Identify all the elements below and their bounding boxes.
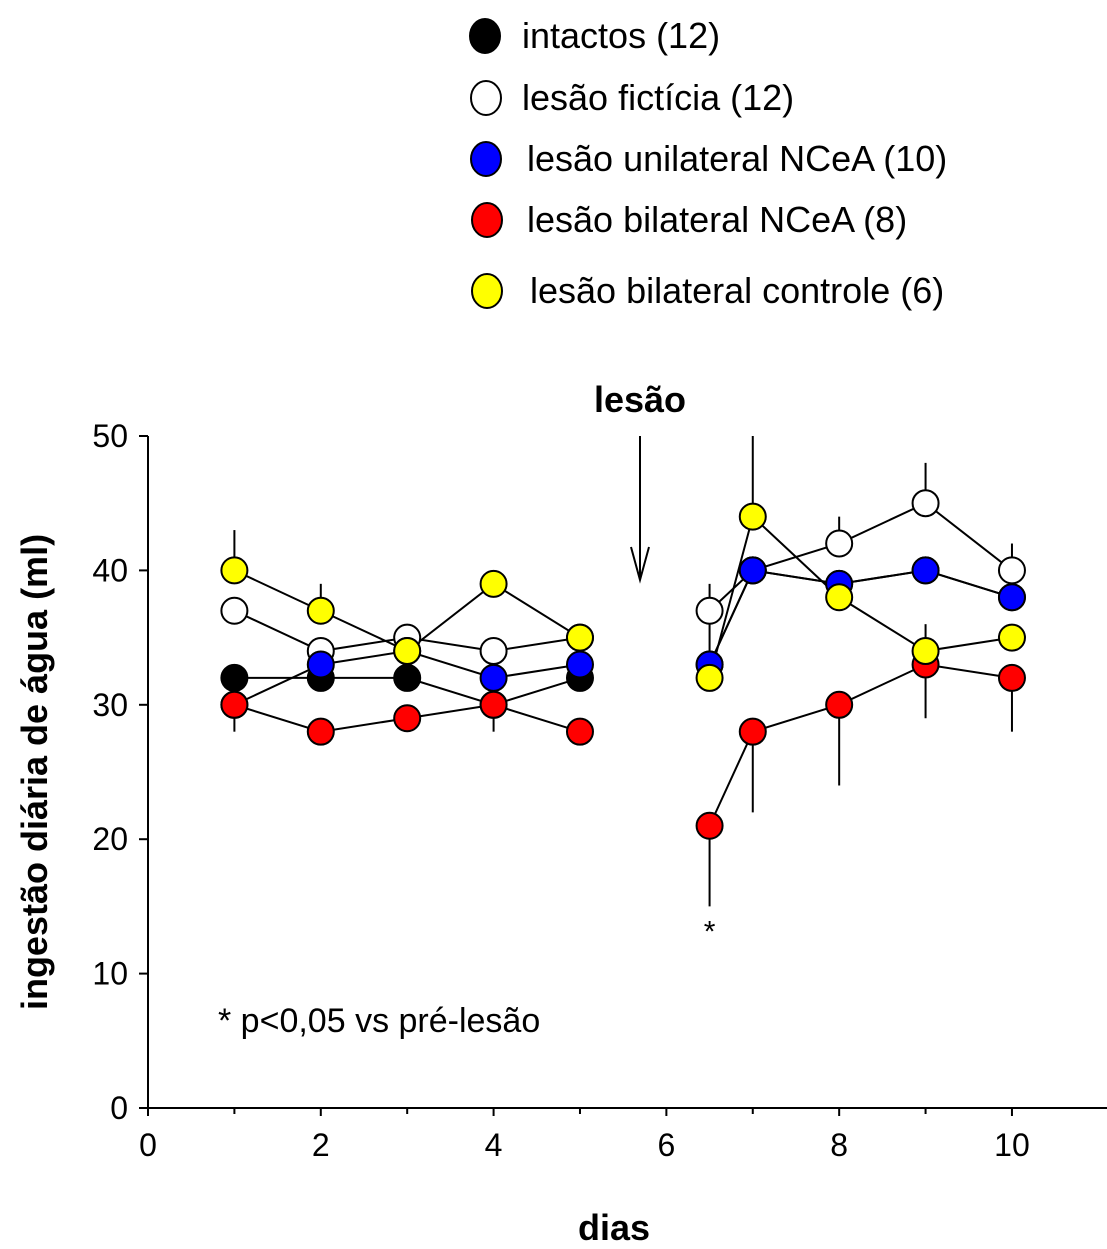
- legend-item: lesão fictícia (12): [470, 77, 794, 118]
- y-tick-label: 20: [92, 821, 128, 857]
- data-point: [306, 717, 335, 746]
- data-point: [220, 690, 249, 719]
- x-tick-label: 10: [994, 1127, 1030, 1163]
- data-point: [220, 663, 249, 692]
- error-bars: [233, 436, 1013, 907]
- y-tick-label: 10: [92, 956, 128, 992]
- data-point: [479, 637, 508, 666]
- series-line-3-post: [708, 569, 1013, 665]
- data-point: [306, 596, 335, 625]
- x-tick-label: 2: [312, 1127, 330, 1163]
- data-point: [695, 811, 724, 840]
- series-line-5-post: [708, 514, 1013, 679]
- legend-label: lesão bilateral controle (6): [530, 270, 944, 311]
- data-point: [911, 489, 940, 518]
- x-tick-label: 0: [139, 1127, 157, 1163]
- y-axis-title: ingestão diária de água (ml): [14, 534, 55, 1010]
- legend-label: lesão fictícia (12): [522, 77, 794, 118]
- legend-marker: [470, 80, 502, 116]
- y-tick-label: 40: [92, 552, 128, 588]
- legend-marker: [471, 202, 503, 238]
- y-tick-label: 0: [110, 1090, 128, 1126]
- data-point: [393, 704, 422, 733]
- data-point: [738, 502, 767, 531]
- data-point: [220, 556, 249, 585]
- data-point: [220, 596, 249, 625]
- y-tick-label: 30: [92, 687, 128, 723]
- axes: 0 2 4 6 8 10 0 10 20 30 40 50: [92, 418, 1107, 1163]
- x-tick-label: 8: [830, 1127, 848, 1163]
- data-point: [565, 623, 594, 652]
- data-point: [825, 529, 854, 558]
- event-arrow: [630, 436, 650, 584]
- significance-marker: *: [704, 915, 716, 948]
- data-point: [479, 569, 508, 598]
- legend-marker: [469, 18, 501, 54]
- data-point: [479, 690, 508, 719]
- y-tick-label: 50: [92, 418, 128, 454]
- data-point: [738, 717, 767, 746]
- series-lines: [233, 502, 1013, 827]
- data-point: [997, 583, 1026, 612]
- data-point: [565, 717, 594, 746]
- x-tick-label: 6: [657, 1127, 675, 1163]
- data-point: [738, 556, 767, 585]
- data-point: [997, 623, 1026, 652]
- x-axis-title: dias: [578, 1207, 650, 1248]
- legend-label: intactos (12): [522, 15, 720, 56]
- legend-item: lesão bilateral NCeA (8): [471, 199, 907, 240]
- data-point: [997, 556, 1026, 585]
- data-point: [479, 663, 508, 692]
- legend-item: lesão bilateral controle (6): [471, 270, 944, 311]
- data-point: [306, 650, 335, 679]
- data-point: [997, 663, 1026, 692]
- data-point: [393, 663, 422, 692]
- legend-label: lesão unilateral NCeA (10): [527, 138, 947, 179]
- data-points: [220, 489, 1026, 840]
- legend-label: lesão bilateral NCeA (8): [527, 199, 907, 240]
- data-point: [695, 596, 724, 625]
- x-tick-label: 4: [485, 1127, 503, 1163]
- data-point: [695, 663, 724, 692]
- event-label: lesão: [594, 379, 686, 420]
- data-point: [393, 637, 422, 666]
- footnote: * p<0,05 vs pré-lesão: [218, 1002, 540, 1040]
- legend-marker: [471, 273, 503, 309]
- data-point: [825, 583, 854, 612]
- legend-item: lesão unilateral NCeA (10): [470, 138, 947, 179]
- data-point: [911, 637, 940, 666]
- data-point: [911, 556, 940, 585]
- data-point: [825, 690, 854, 719]
- series-line-1-post: [708, 569, 1013, 665]
- legend-item: intactos (12): [469, 15, 720, 56]
- data-point: [565, 650, 594, 679]
- legend-marker: [470, 141, 502, 177]
- legend: intactos (12) lesão fictícia (12) lesão un…: [469, 15, 947, 311]
